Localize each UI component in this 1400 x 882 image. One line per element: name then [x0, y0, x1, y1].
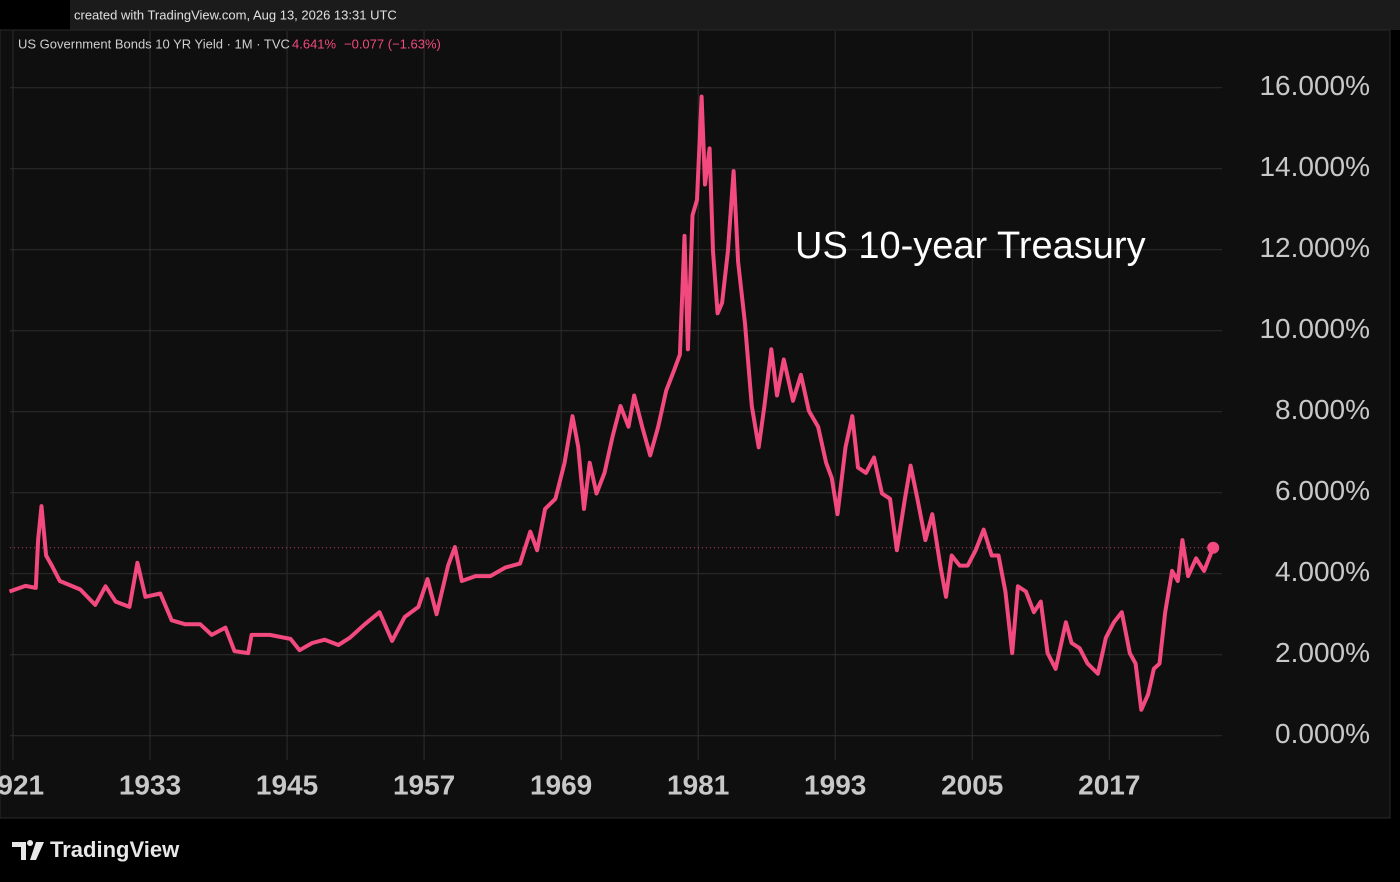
legend-change: −0.077 (−1.63%) [344, 36, 441, 51]
logo-text: TradingView [50, 837, 180, 862]
logo: TradingView [12, 837, 180, 862]
annotation: US 10-year Treasury [795, 225, 1146, 267]
x-tick-label: 1993 [804, 769, 866, 800]
legend-symbol: US Government Bonds 10 YR Yield · 1M · T… [18, 36, 290, 51]
x-tick-label: 1957 [393, 769, 455, 800]
logo-icon [12, 840, 44, 860]
x-tick-label: 2017 [1078, 769, 1140, 800]
x-tick-label: 1921 [0, 769, 44, 800]
last-point [1207, 541, 1220, 554]
y-tick-label: 8.000% [1275, 394, 1370, 425]
header-left [0, 0, 70, 30]
y-tick-label: 10.000% [1259, 313, 1370, 344]
y-tick-label: 6.000% [1275, 475, 1370, 506]
y-tick-label: 14.000% [1259, 151, 1370, 182]
header-text: created with TradingView.com, Aug 13, 20… [74, 7, 397, 22]
y-tick-label: 4.000% [1275, 556, 1370, 587]
y-tick-label: 0.000% [1275, 718, 1370, 749]
header-bar [0, 0, 1400, 30]
series-line [8, 94, 1216, 712]
legend-last: 4.641% [292, 36, 337, 51]
x-tick-label: 2005 [941, 769, 1003, 800]
y-tick-label: 12.000% [1259, 232, 1370, 263]
y-tick-label: 2.000% [1275, 637, 1370, 668]
y-tick-label: 16.000% [1259, 70, 1370, 101]
x-tick-label: 1933 [119, 769, 181, 800]
panel [0, 29, 1391, 819]
x-tick-label: 1945 [256, 769, 318, 800]
x-tick-label: 1981 [667, 769, 729, 800]
x-tick-label: 1969 [530, 769, 592, 800]
